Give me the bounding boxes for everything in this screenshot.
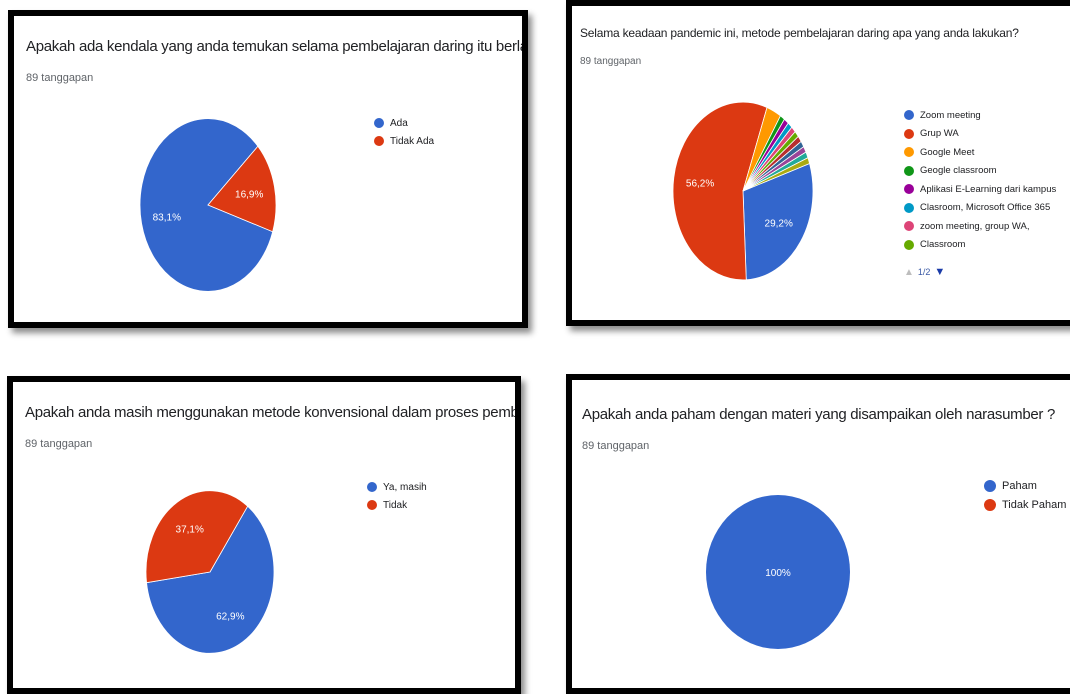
legend-swatch <box>904 165 914 176</box>
down-triangle-icon[interactable]: ▼ <box>934 266 946 278</box>
up-triangle-icon[interactable]: ▲ <box>904 266 914 278</box>
legend-item-google-meet: Google Meet <box>904 143 1056 162</box>
pie-chart: 62,9% 37,1% <box>145 490 275 654</box>
legend-item-tidak-paham: Tidak Paham <box>984 495 1066 514</box>
chart-subtitle: 89 tanggapan <box>26 72 94 84</box>
chart-panel-kendala: Apakah ada kendala yang anda temukan sel… <box>8 10 528 328</box>
chart-title: Apakah ada kendala yang anda temukan sel… <box>26 38 528 55</box>
legend-swatch <box>904 221 914 232</box>
legend-label: Ada <box>390 117 408 129</box>
legend-item-clasroom-microsoft-office-365: Clasroom, Microsoft Office 365 <box>904 199 1056 218</box>
legend-swatch <box>374 118 384 128</box>
slice-label-ada: 83,1% <box>153 213 181 224</box>
legend-label: Classroom <box>920 239 966 251</box>
slice-label-paham: 100% <box>765 568 791 579</box>
chart-subtitle: 89 tanggapan <box>582 440 650 452</box>
legend-swatch <box>904 147 914 158</box>
legend-item-zoom-meeting-group-wa: zoom meeting, group WA, <box>904 217 1056 236</box>
legend-label: Ya, masih <box>383 481 427 493</box>
legend-label: Tidak Ada <box>390 135 435 147</box>
pie-slice-tidak-ada <box>207 145 277 233</box>
pie-slice-ada <box>139 118 274 292</box>
chart-title: Selama keadaan pandemic ini, metode pemb… <box>580 26 1019 40</box>
legend-label: Grup WA <box>920 128 959 140</box>
legend-label: zoom meeting, group WA, <box>920 220 1030 232</box>
legend-swatch <box>367 482 377 492</box>
chart-subtitle: 89 tanggapan <box>25 438 93 450</box>
legend-swatch <box>984 479 996 492</box>
chart-panel-metode-daring: Selama keadaan pandemic ini, metode pemb… <box>566 0 1070 326</box>
legend-item-tidak-ada: Tidak Ada <box>374 132 434 150</box>
legend-label: Geogle classroom <box>920 165 997 177</box>
legend-item-grup-wa: Grup WA <box>904 125 1056 144</box>
slice-label-grup-wa: 56,2% <box>686 179 714 190</box>
legend-label: Tidak <box>383 499 408 511</box>
legend-swatch <box>904 128 914 139</box>
legend-item-aplikasi-e-learning-dari-kampus: Aplikasi E-Learning dari kampus <box>904 180 1056 199</box>
legend-swatch <box>984 498 996 511</box>
pie-slice-ya-masih <box>146 505 275 654</box>
legend-item-ada: Ada <box>374 114 434 132</box>
chart-panel-paham-materi: Apakah anda paham dengan materi yang dis… <box>566 374 1070 694</box>
legend-swatch <box>904 239 914 250</box>
legend-page-indicator: 1/2 <box>917 267 931 277</box>
legend-item-classroom: Classroom <box>904 236 1056 255</box>
pie-slice-zoom-meeting <box>742 162 814 281</box>
chart-legend: Zoom meeting Grup WA Google Meet Geogle cla… <box>904 106 1056 278</box>
legend-pager: ▲ 1/2 ▼ <box>904 266 1056 278</box>
legend-swatch <box>904 110 914 121</box>
legend-label: Zoom meeting <box>920 109 981 121</box>
chart-panel-metode-konvensional: Apakah anda masih menggunakan metode kon… <box>7 376 521 694</box>
chart-subtitle: 89 tanggapan <box>580 56 642 67</box>
chart-title: Apakah anda paham dengan materi yang dis… <box>582 406 1056 423</box>
legend-item-paham: Paham <box>984 476 1066 495</box>
pie-slice-tidak <box>145 490 249 584</box>
slice-label-zoom-meeting: 29,2% <box>765 218 793 229</box>
legend-swatch <box>904 202 914 213</box>
legend-label: Clasroom, Microsoft Office 365 <box>920 202 1051 214</box>
legend-label: Aplikasi E-Learning dari kampus <box>920 183 1057 195</box>
legend-item-tidak: Tidak <box>367 496 427 514</box>
pie-slice-other-12 <box>742 157 811 192</box>
pie-slice-grup-wa <box>672 101 768 281</box>
chart-title: Apakah anda masih menggunakan metode kon… <box>25 404 519 421</box>
pie-chart: 83,1% 16,9% <box>139 118 277 292</box>
legend-item-geogle-classroom: Geogle classroom <box>904 162 1056 181</box>
legend-item-zoom-meeting: Zoom meeting <box>904 106 1056 125</box>
slice-label-tidak-ada: 16,9% <box>235 190 263 201</box>
legend-swatch <box>904 184 914 195</box>
chart-legend: Ada Tidak Ada <box>374 114 434 150</box>
legend-label: Google Meet <box>920 146 975 158</box>
pie-slice-paham <box>706 494 850 650</box>
legend-label: Tidak Paham <box>1002 498 1067 511</box>
slice-label-ya-masih: 62,9% <box>216 611 244 622</box>
chart-legend: Paham Tidak Paham <box>984 476 1066 514</box>
legend-swatch <box>374 136 384 146</box>
pie-chart: 29,2% 56,2% <box>672 101 814 281</box>
chart-legend: Ya, masih Tidak <box>367 478 427 514</box>
pie-chart: 100% <box>706 494 850 650</box>
legend-label: Paham <box>1002 479 1037 492</box>
legend-item-ya-masih: Ya, masih <box>367 478 427 496</box>
legend-swatch <box>367 500 377 510</box>
slice-label-tidak: 37,1% <box>176 525 204 536</box>
